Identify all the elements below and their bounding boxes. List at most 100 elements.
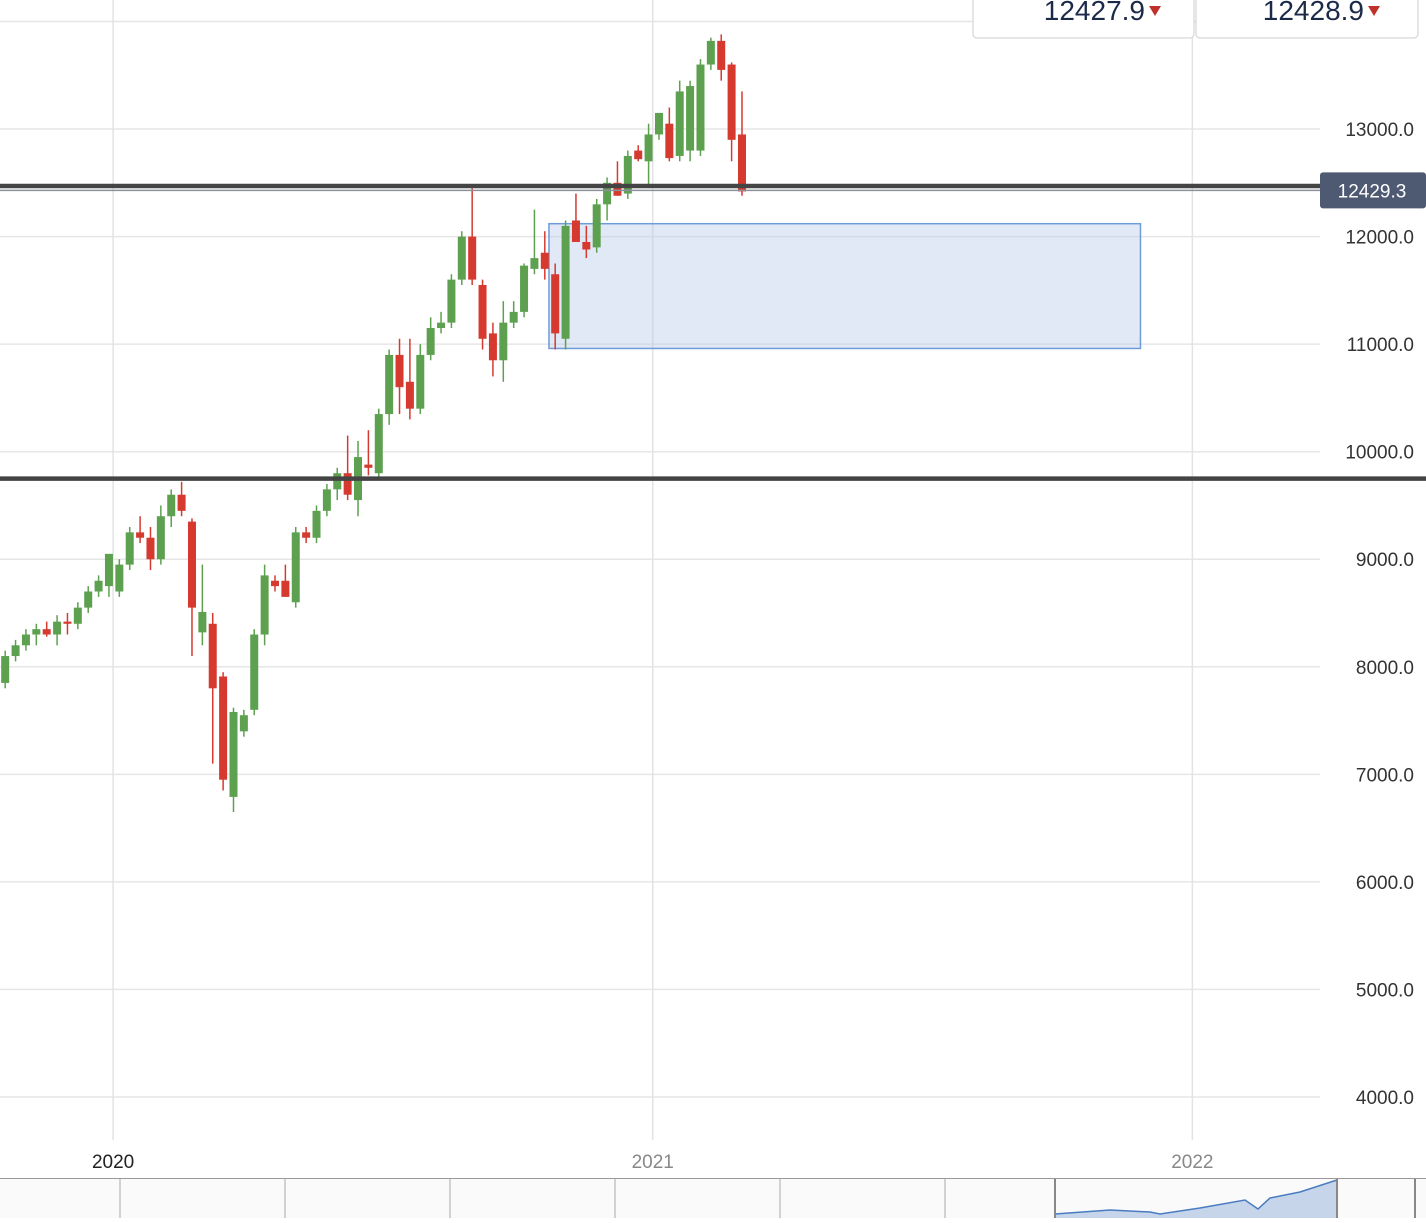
- candle-body: [364, 464, 373, 468]
- y-tick-label: 12000.0: [1345, 228, 1414, 249]
- candle-body: [167, 494, 176, 517]
- candle-body: [468, 236, 477, 280]
- candle-body: [426, 328, 435, 355]
- candle-body: [63, 621, 72, 624]
- down-arrow: [1149, 6, 1161, 16]
- candle-body: [11, 645, 20, 657]
- navigator-area: [1055, 1180, 1337, 1218]
- candle-body: [32, 629, 41, 635]
- candle-body: [177, 494, 186, 511]
- candle-body: [437, 322, 446, 329]
- candle-body: [187, 521, 196, 608]
- bid-box[interactable]: [972, 0, 1195, 39]
- candle-body: [623, 155, 632, 194]
- navigator-dividers: [119, 1179, 946, 1218]
- candle-body: [271, 580, 279, 587]
- candle-body: [104, 553, 113, 587]
- x-tick-label: 2021: [632, 1152, 674, 1173]
- y-tick-label: 9000.0: [1356, 550, 1414, 571]
- candle-body: [457, 236, 466, 280]
- candle-body: [125, 532, 134, 565]
- candle-body: [136, 532, 145, 538]
- candle-body: [229, 711, 238, 797]
- candle-body: [530, 258, 539, 269]
- y-tick-label: 8000.0: [1356, 658, 1414, 679]
- navigator[interactable]: [0, 1178, 1426, 1218]
- candle-body: [156, 516, 165, 560]
- candle-body: [312, 510, 321, 538]
- y-tick-label: 4000.0: [1356, 1088, 1414, 1109]
- candle-body: [94, 580, 103, 592]
- candle-body: [198, 611, 207, 633]
- candle-body: [665, 123, 674, 159]
- candle-body: [333, 473, 342, 490]
- candle-body: [551, 274, 560, 334]
- candle-body: [675, 91, 684, 156]
- candle-body: [53, 621, 62, 635]
- candle-body: [571, 220, 580, 242]
- candle-body: [592, 204, 601, 248]
- candle-body: [115, 564, 124, 592]
- candle-body: [250, 634, 259, 710]
- candle-body: [416, 354, 425, 409]
- candle-body: [281, 580, 290, 597]
- ask-box[interactable]: [1195, 0, 1419, 39]
- candle-body: [239, 715, 248, 732]
- y-tick-label: 7000.0: [1356, 765, 1414, 786]
- x-tick-label: 2020: [92, 1152, 134, 1173]
- candle-body: [1, 656, 10, 683]
- last-price-tag: [1320, 172, 1426, 209]
- ask-price: 12428.9: [1263, 0, 1364, 26]
- candle-body: [654, 112, 663, 135]
- candle-body: [737, 134, 746, 192]
- candle-body: [322, 489, 331, 511]
- y-tick-label: 11000.0: [1347, 335, 1414, 356]
- candle-body: [644, 134, 653, 162]
- candle-body: [696, 64, 705, 151]
- candle-body: [706, 40, 715, 65]
- x-tick-label: 2022: [1171, 1152, 1213, 1173]
- zone-box: [548, 222, 1142, 350]
- candle-body: [219, 676, 228, 780]
- candle-body: [561, 225, 570, 339]
- candle-body: [499, 322, 508, 361]
- candle-body: [478, 285, 487, 339]
- candle-body: [727, 64, 736, 140]
- candle-body: [447, 279, 456, 323]
- candle-body: [613, 182, 622, 196]
- y-tick-label: 5000.0: [1356, 980, 1414, 1001]
- candle-body: [146, 537, 155, 560]
- last-price-label: 12429.3: [1338, 181, 1407, 202]
- candle-body: [395, 354, 404, 388]
- quote-panel[interactable]: 12427.9 12428.9: [972, 0, 1419, 39]
- candle-body: [717, 40, 726, 70]
- candle-body: [603, 182, 612, 205]
- navigator-line: [1054, 1179, 1338, 1215]
- candle-body: [291, 532, 300, 603]
- candle-body: [208, 623, 217, 689]
- candle-body: [260, 575, 269, 635]
- candle-body: [540, 252, 549, 269]
- candle-body: [385, 354, 394, 415]
- y-tick-label: 6000.0: [1356, 873, 1414, 894]
- candle-body: [582, 241, 591, 250]
- candle-body: [73, 607, 82, 624]
- candle-body: [520, 265, 529, 312]
- down-arrow: [1368, 6, 1380, 16]
- candle-body: [686, 86, 695, 151]
- candle-body: [42, 629, 51, 635]
- candle-body: [302, 532, 311, 538]
- candle-body: [21, 634, 30, 646]
- candle-body: [488, 333, 497, 361]
- y-tick-label: 13000.0: [1345, 120, 1414, 141]
- candle-body: [374, 414, 383, 474]
- candle-body: [84, 591, 93, 608]
- y-tick-label: 10000.0: [1345, 443, 1414, 464]
- candle-body: [509, 311, 518, 323]
- candle-body: [405, 381, 414, 409]
- candle-body: [634, 150, 643, 160]
- bid-price: 12427.9: [1044, 0, 1145, 26]
- candle-body: [343, 473, 352, 495]
